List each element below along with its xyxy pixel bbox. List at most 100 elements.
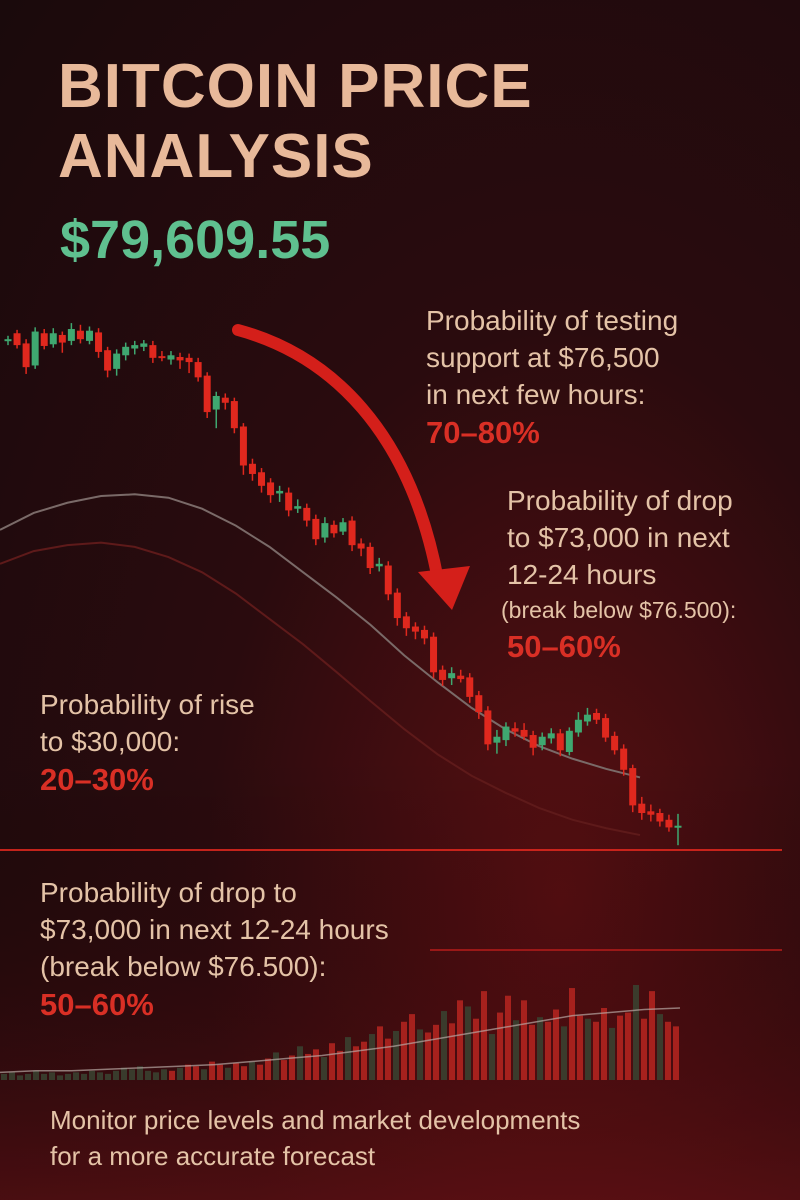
volume-bar [657, 1014, 663, 1080]
candle [312, 514, 320, 546]
volume-bar [65, 1073, 71, 1080]
candle [248, 458, 256, 481]
candle [4, 335, 12, 346]
volume-bar [545, 1021, 551, 1080]
volume-bar [609, 1027, 615, 1080]
candle [303, 503, 311, 527]
volume-bar [305, 1053, 311, 1080]
moving-average-line [0, 541, 641, 837]
rise-line: Probability of rise [40, 689, 255, 720]
volume-bar [369, 1034, 375, 1080]
volume-bar [297, 1046, 303, 1080]
volume-bar [393, 1030, 399, 1080]
drop-left-probability: 50–60% [40, 987, 154, 1022]
volume-bar [521, 1000, 527, 1080]
candle [511, 722, 519, 737]
volume-bar [121, 1067, 127, 1080]
candle [611, 731, 619, 755]
candle [448, 667, 456, 686]
candle [330, 520, 338, 538]
support-test-line: in next few hours: [426, 379, 646, 410]
candle [22, 339, 30, 374]
volume-bar [241, 1066, 247, 1080]
candle [339, 518, 347, 535]
candle [294, 499, 302, 513]
volume-bar [137, 1066, 143, 1080]
candle [122, 342, 130, 361]
candle [484, 706, 492, 751]
volume-bar [129, 1069, 135, 1080]
candle [393, 588, 401, 626]
candle [656, 808, 664, 827]
volume-bar [17, 1075, 23, 1080]
volume-bar [273, 1052, 279, 1080]
candle [665, 814, 673, 832]
candle [185, 353, 193, 374]
down-arrow [232, 324, 470, 610]
title-line-1: BITCOIN PRICE [58, 52, 533, 121]
candle [366, 542, 374, 574]
volume-bar [225, 1067, 231, 1080]
volume-bar [49, 1072, 55, 1080]
volume-bar [625, 1012, 631, 1080]
volume-bar [257, 1064, 263, 1080]
volume-bar [473, 1018, 479, 1080]
volume-bar [201, 1069, 207, 1080]
candle [583, 707, 591, 726]
volume-bar [537, 1017, 543, 1080]
rise-line: to $30,000: [40, 726, 181, 757]
candle [104, 346, 112, 378]
candle [85, 326, 93, 345]
volume-bar [217, 1064, 223, 1080]
candle [194, 357, 202, 382]
candle [457, 669, 465, 683]
candle [420, 625, 428, 645]
drop-annotation-right: Probability of drop to $73,000 in next 1… [501, 482, 736, 667]
volume-average-line [0, 1007, 681, 1074]
candle [547, 728, 555, 744]
drop-annotation-left: Probability of drop to $73,000 in next 1… [40, 874, 389, 1025]
volume-bar [177, 1067, 183, 1080]
candle [602, 713, 610, 742]
candle [384, 561, 392, 601]
volume-bar [417, 1029, 423, 1080]
candle [593, 708, 601, 725]
volume-bar [265, 1058, 271, 1080]
page-title: BITCOIN PRICE ANALYSIS [58, 52, 533, 192]
support-test-probability: 70–80% [426, 415, 540, 450]
drop-right-line: to $73,000 in next [507, 522, 730, 553]
volume-bar [665, 1021, 671, 1080]
volume-bar [249, 1061, 255, 1080]
candle [230, 397, 238, 434]
support-test-line: Probability of testing [426, 305, 679, 336]
candle [411, 622, 419, 640]
volume-bar [353, 1046, 359, 1080]
candle [113, 349, 121, 376]
drop-left-line: (break below $76.500): [40, 951, 327, 982]
candle [158, 351, 166, 362]
volume-bar [281, 1060, 287, 1080]
volume-bar [401, 1021, 407, 1080]
volume-bar [425, 1032, 431, 1080]
volume-bar [329, 1043, 335, 1080]
volume-bar [649, 991, 655, 1080]
volume-bar [377, 1026, 383, 1080]
volume-bar [89, 1070, 95, 1080]
volume-bar [145, 1070, 151, 1080]
volume-bar [561, 1026, 567, 1080]
volume-bar [409, 1014, 415, 1080]
volume-bar [641, 1018, 647, 1080]
volume-bar [233, 1063, 239, 1080]
volume-bar [633, 985, 639, 1080]
volume-bar [345, 1037, 351, 1080]
volume-bar [113, 1070, 119, 1080]
drop-right-line: Probability of drop [507, 485, 733, 516]
volume-bar [209, 1061, 215, 1080]
candle [629, 764, 637, 813]
candle [321, 517, 329, 543]
volume-bar [1, 1073, 7, 1080]
candle [140, 340, 148, 352]
candle [176, 352, 184, 369]
candle [529, 730, 537, 756]
